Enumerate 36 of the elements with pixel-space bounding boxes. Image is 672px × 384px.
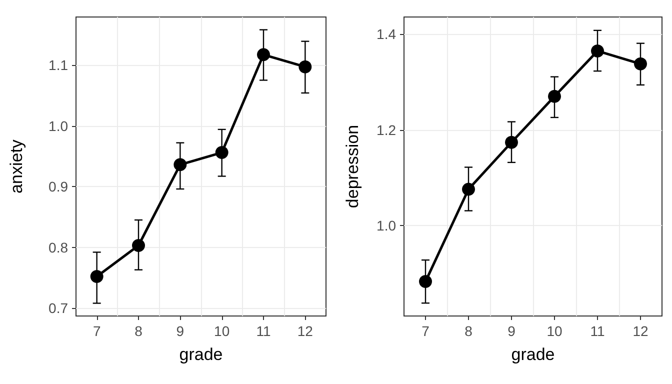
point: [634, 57, 647, 70]
y-axis-title: depression: [343, 124, 362, 208]
point: [548, 90, 561, 103]
y-tick-label: 1.4: [376, 26, 396, 42]
y-tick-label: 1.0: [376, 218, 396, 234]
x-tick-label: 9: [508, 323, 516, 339]
x-tick-label: 10: [546, 323, 562, 339]
x-tick-label: 8: [464, 323, 473, 339]
point: [174, 158, 187, 172]
x-tick-label: 9: [176, 323, 184, 339]
y-tick-label: 1.0: [48, 118, 68, 134]
x-tick-label: 12: [632, 323, 648, 339]
x-tick-label: 11: [256, 323, 271, 339]
point: [132, 239, 145, 252]
point: [90, 270, 104, 283]
x-axis-title: grade: [179, 345, 223, 364]
x-axis-title: grade: [511, 345, 555, 364]
x-tick-label: 10: [214, 323, 230, 339]
y-tick-label: 1.1: [48, 57, 68, 74]
y-axis-title: anxiety: [7, 139, 26, 194]
y-tick-label: 0.9: [48, 178, 68, 195]
point: [298, 60, 312, 74]
point: [505, 136, 518, 149]
x-tick-label: 8: [134, 323, 143, 339]
point: [591, 44, 604, 58]
y-tick-label: 0.8: [48, 239, 68, 256]
y-tick-label: 0.7: [48, 300, 68, 316]
point: [257, 48, 270, 62]
point: [419, 275, 432, 288]
x-tick-label: 12: [297, 323, 314, 339]
y-tick-label: 1.2: [376, 122, 396, 138]
point: [215, 146, 228, 160]
x-tick-label: 7: [422, 323, 430, 339]
x-tick-label: 11: [590, 323, 605, 339]
point: [462, 182, 475, 196]
x-tick-label: 7: [92, 323, 101, 339]
